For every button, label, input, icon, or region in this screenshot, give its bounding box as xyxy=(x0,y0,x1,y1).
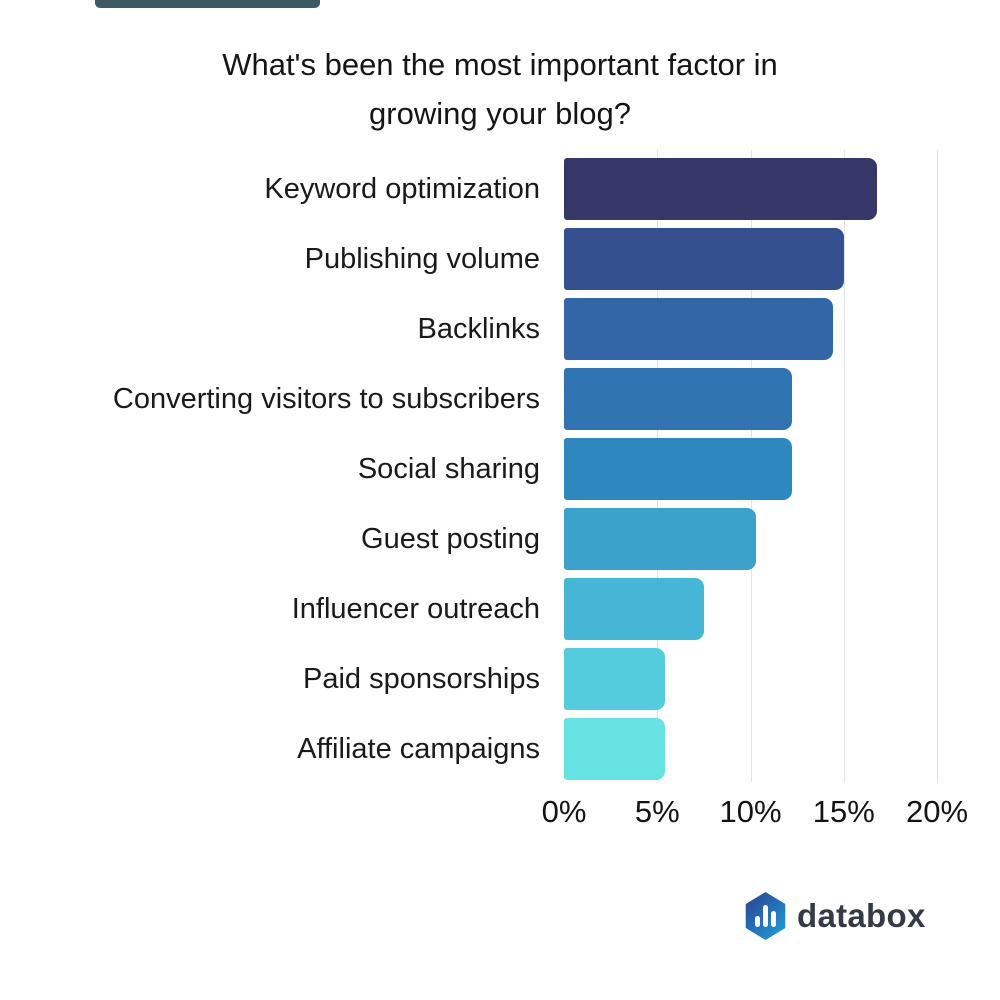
category-label-7: Influencer outreach xyxy=(291,593,540,625)
databox-logo: databox xyxy=(744,892,926,940)
bar-1 xyxy=(564,158,878,220)
x-tick-label-20%: 20% xyxy=(905,794,969,829)
category-label-6: Guest posting xyxy=(361,523,540,555)
bar-5 xyxy=(564,438,792,500)
category-label-1: Keyword optimization xyxy=(264,173,540,205)
bar-2 xyxy=(564,228,844,290)
gridline-15% xyxy=(843,150,845,782)
bar-chart-glyph xyxy=(754,905,776,927)
chart-title-line-2: growing your blog? xyxy=(369,96,631,131)
cropped-bar-remnant xyxy=(95,0,320,8)
databox-hexagon-icon xyxy=(745,892,786,940)
category-label-5: Social sharing xyxy=(357,453,540,485)
x-tick-label-10%: 10% xyxy=(719,794,782,829)
bar-4 xyxy=(564,368,792,430)
category-label-3: Backlinks xyxy=(417,313,541,345)
plot-area xyxy=(564,150,938,782)
bar-8 xyxy=(564,648,665,710)
bar-3 xyxy=(564,298,833,360)
chart-title: What's been the most important factor in… xyxy=(0,40,1000,138)
gridline-20% xyxy=(937,150,938,782)
x-axis: 0% 5% 10% 15% 20% xyxy=(542,794,968,834)
bar-7 xyxy=(564,578,704,640)
databox-wordmark: databox xyxy=(797,897,926,934)
category-label-4: Converting visitors to subscribers xyxy=(112,383,540,415)
x-tick-label-5%: 5% xyxy=(634,794,680,829)
chart-title-line-1: What's been the most important factor in xyxy=(222,47,778,82)
x-tick-label-15%: 15% xyxy=(812,794,875,829)
category-label-8: Paid sponsorships xyxy=(303,663,540,695)
bar-6 xyxy=(564,508,757,570)
x-tick-label-0%: 0% xyxy=(541,794,587,829)
category-label-9: Affiliate campaigns xyxy=(297,733,540,765)
bar-9 xyxy=(564,718,665,780)
category-label-2: Publishing volume xyxy=(304,243,540,275)
